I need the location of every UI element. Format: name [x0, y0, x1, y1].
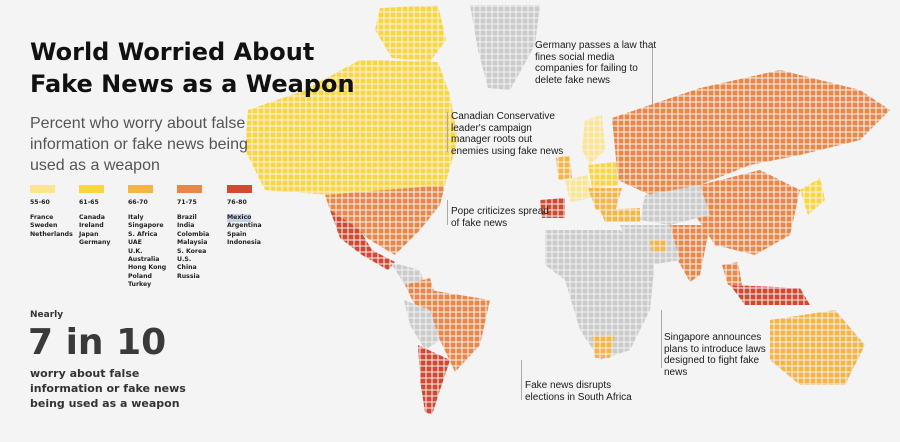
legend-column-71-75: 71-75 Brazil India Colombia Malaysia S. Korea…	[177, 185, 225, 281]
legend-country-list: Canada Ireland Japan Germany	[79, 214, 127, 248]
map-subtitle: Percent who worry about false informatio…	[30, 115, 248, 174]
legend-country: Netherlands	[30, 230, 73, 238]
legend-country: Sweden	[30, 222, 58, 230]
annotation-leader-singapore	[661, 310, 662, 368]
legend-column-55-60: 55-60 France Sweden Netherlands	[30, 185, 78, 239]
legend-country: Spain	[227, 230, 247, 238]
annotation-south-africa: Fake news disrupts elections in South Af…	[525, 380, 632, 403]
legend-column-61-65: 61-65 Canada Ireland Japan Germany	[79, 185, 127, 248]
legend-column-76-80: 76-80 Mexico Argentina Spain Indonesia	[227, 185, 275, 248]
region-alaska-yukon-north	[375, 5, 446, 62]
region-japan-korea	[800, 178, 825, 215]
region-south-africa	[592, 335, 615, 358]
map-title: World Worried About Fake News as a Weapo…	[30, 38, 355, 98]
stat-description: worry about false information or fake ne…	[30, 367, 186, 410]
legend-swatch	[79, 185, 104, 193]
legend-country: Colombia	[177, 230, 210, 238]
legend-country: Russia	[177, 272, 200, 280]
legend-range-label: 66-70	[128, 199, 148, 206]
legend-country: China	[177, 264, 197, 272]
legend-country: Brazil	[177, 214, 197, 221]
legend-country-list: Brazil India Colombia Malaysia S. Korea U.S. C…	[177, 214, 225, 281]
legend-country: Italy	[128, 214, 144, 221]
annotation-leader-south-africa	[521, 360, 522, 400]
region-canada	[245, 60, 458, 195]
legend-range-label: 71-75	[177, 199, 197, 206]
legend: 55-60 France Sweden Netherlands 61-65 Canada I…	[30, 185, 270, 295]
region-middle-east	[620, 225, 680, 265]
region-usa	[325, 185, 445, 255]
legend-country: S. Africa	[128, 230, 158, 238]
annotation-leader-canada	[447, 112, 448, 152]
legend-country: Canada	[79, 214, 105, 221]
legend-country: Hong Kong	[128, 264, 167, 272]
region-central-asia	[640, 185, 710, 225]
legend-country: Malaysia	[177, 239, 208, 247]
region-france-benelux	[565, 175, 592, 202]
legend-range-label: 55-60	[30, 199, 50, 206]
legend-country-list: Mexico Argentina Spain Indonesia	[227, 214, 275, 248]
annotation-leader-pope	[447, 200, 448, 225]
annotation-germany: Germany passes a law that fines social m…	[535, 40, 657, 86]
legend-country: Indonesia	[227, 239, 261, 247]
legend-country: Singapore	[128, 222, 164, 230]
stat-prefix: Nearly	[30, 310, 64, 320]
legend-country: Ireland	[79, 222, 104, 230]
dot-grid-lines	[239, 0, 900, 442]
legend-range-label: 61-65	[79, 199, 99, 206]
legend-country: Turkey	[128, 281, 152, 289]
legend-country: U.K.	[128, 247, 143, 255]
legend-country: UAE	[128, 239, 142, 247]
legend-range-label: 76-80	[227, 199, 247, 206]
legend-country: Japan	[79, 230, 99, 238]
legend-swatch	[227, 185, 252, 193]
stat-headline-number: 7 in 10	[28, 322, 167, 363]
legend-swatch	[177, 185, 202, 193]
region-germany-poland	[588, 162, 618, 188]
annotation-canada: Canadian Conservative leader's campaign …	[451, 111, 564, 157]
legend-country: Mexico	[227, 214, 252, 223]
legend-country: S. Korea	[177, 247, 207, 255]
legend-country: Germany	[79, 239, 111, 247]
legend-country-list: France Sweden Netherlands	[30, 214, 78, 239]
legend-country: Poland	[128, 272, 152, 280]
region-italy-balkans	[588, 188, 622, 212]
legend-country: India	[177, 222, 195, 230]
region-argentina	[418, 345, 450, 415]
annotation-leader-germany	[652, 48, 653, 104]
annotation-singapore: Singapore announces plans to introduce l…	[664, 332, 766, 378]
legend-country: Australia	[128, 256, 160, 264]
legend-swatch	[128, 185, 153, 193]
legend-column-66-70: 66-70 Italy Singapore S. Africa UAE U.K. Austr…	[128, 185, 176, 290]
legend-country: Argentina	[227, 222, 262, 230]
legend-country-list: Italy Singapore S. Africa UAE U.K. Australia H…	[128, 214, 176, 290]
legend-country: U.S.	[177, 256, 192, 264]
annotation-pope: Pope criticizes spread of fake news	[451, 206, 549, 229]
legend-country: France	[30, 214, 54, 221]
legend-swatch	[30, 185, 55, 193]
